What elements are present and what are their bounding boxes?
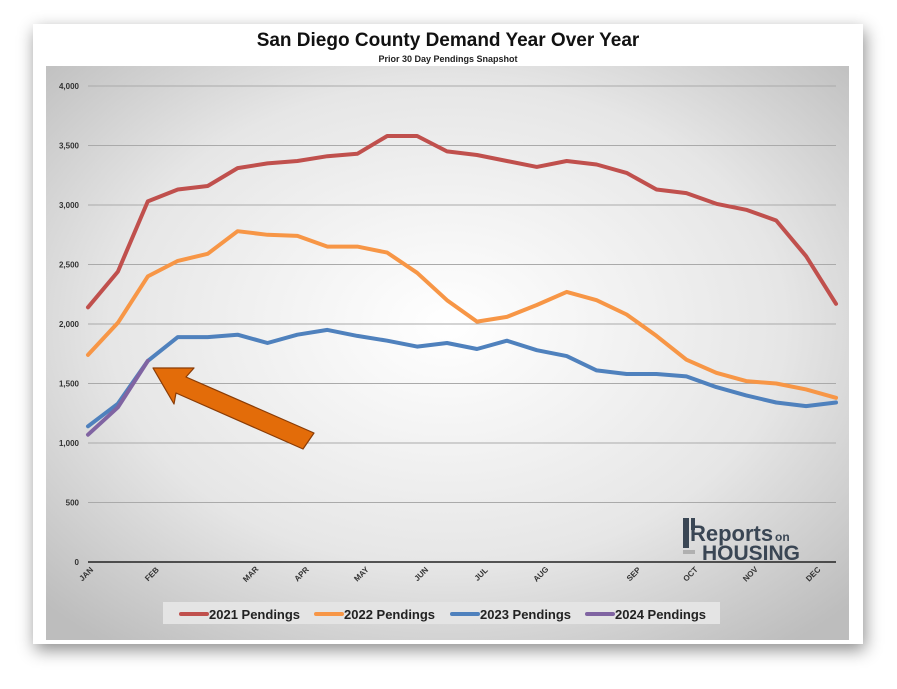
y-tick-label: 2,500 (59, 261, 80, 270)
plot-background (46, 66, 849, 640)
chart-title: San Diego County Demand Year Over Year (256, 30, 640, 51)
legend-label: 2024 Pendings (615, 607, 706, 622)
y-tick-label: 2,000 (59, 320, 80, 329)
y-tick-label: 4,000 (59, 82, 80, 91)
legend-label: 2022 Pendings (344, 607, 435, 622)
legend-label: 2023 Pendings (480, 607, 571, 622)
chart-subtitle: Prior 30 Day Pendings Snapshot (378, 54, 518, 64)
reports-on-housing-logo: Reports on HOUSING (683, 518, 800, 565)
y-tick-label: 3,500 (59, 142, 80, 151)
arrow-shape (152, 367, 315, 450)
pointer-arrow-icon (152, 367, 315, 450)
y-tick-label: 1,000 (59, 439, 80, 448)
legend-label: 2021 Pendings (209, 607, 300, 622)
logo-on: on (775, 530, 790, 544)
y-tick-label: 500 (66, 499, 80, 508)
gridlines (88, 85, 836, 563)
y-tick-label: 1,500 (59, 380, 80, 389)
series-lines (86, 134, 838, 437)
series-line (86, 229, 838, 400)
legend-box (163, 602, 720, 624)
logo-reports: Reports (690, 521, 773, 546)
y-tick-label: 3,000 (59, 201, 80, 210)
series-line (86, 358, 150, 437)
logo-housing: HOUSING (702, 542, 800, 565)
legend: 2021 Pendings 2022 Pendings 2023 Pendings 2… (163, 602, 720, 624)
y-tick-label: 0 (75, 558, 80, 567)
series-line (86, 327, 838, 429)
series-line (86, 134, 838, 310)
y-axis: 0 500 1,000 1,500 2,000 2,500 3,000 3,500 4,000 (59, 82, 80, 567)
